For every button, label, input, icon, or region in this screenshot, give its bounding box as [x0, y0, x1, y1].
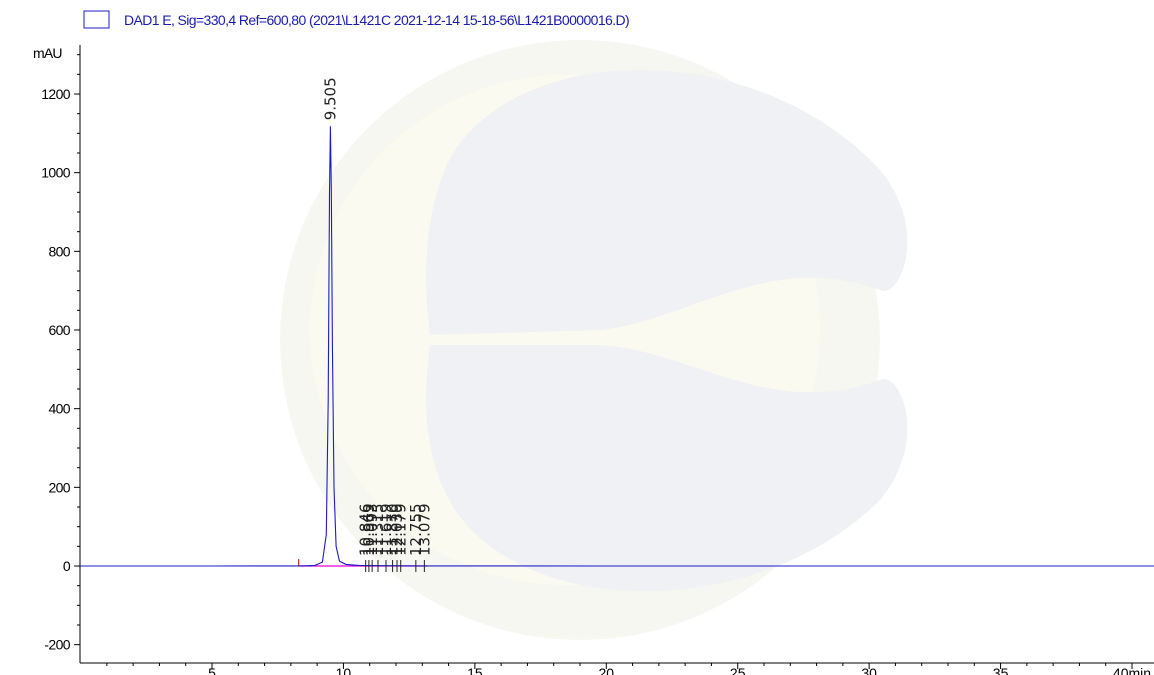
x-tick-label: 15 — [467, 665, 483, 675]
y-tick-label: 800 — [48, 243, 70, 259]
x-tick-label: 20 — [598, 665, 614, 675]
peak-label: 12.039 — [388, 504, 406, 557]
y-tick-label: 1200 — [41, 86, 71, 102]
x-tick-label: 30 — [861, 665, 877, 675]
peak-label: 12.179 — [392, 504, 410, 557]
y-axis-label: mAU — [33, 45, 62, 61]
series-group — [80, 126, 1154, 567]
peak-label: 12.755 — [407, 504, 425, 557]
peak-label: 11.870 — [384, 504, 402, 557]
y-tick-label: 400 — [48, 401, 70, 417]
x-tick-label: 10 — [336, 665, 352, 675]
peak-label: 11.619 — [377, 504, 395, 557]
peak-label: 10.846 — [357, 504, 375, 557]
peak-label: 11.093 — [363, 504, 381, 557]
y-tick-label: 0 — [63, 558, 71, 574]
peak-labels: 9.505 10.84610.96911.09311.31511.61911.87… — [321, 77, 433, 556]
legend-label: DAD1 E, Sig=330,4 Ref=600,80 (2021\L1421… — [124, 12, 629, 28]
legend-swatch — [83, 10, 110, 29]
y-tick-label: 200 — [48, 479, 70, 495]
axes — [79, 45, 1154, 664]
x-tick-label: 35 — [993, 665, 1009, 675]
peak-label: 10.969 — [360, 504, 378, 557]
peak-label: 11.315 — [369, 504, 387, 557]
x-tick-label: 5 — [208, 665, 216, 675]
watermark-logo — [280, 40, 908, 640]
series-line — [80, 126, 1154, 567]
y-tick-label: 600 — [48, 322, 70, 338]
peak-label: 13.079 — [415, 504, 433, 557]
legend: DAD1 E, Sig=330,4 Ref=600,80 (2021\L1421… — [83, 10, 630, 29]
x-tick-label: 40min — [1113, 665, 1151, 675]
y-tick-label: 1000 — [41, 165, 71, 181]
y-axis-ticks: -200 0 200 400 600 800 1000 1200 — [41, 54, 80, 653]
x-tick-label: 25 — [730, 665, 746, 675]
y-tick-label: -200 — [44, 637, 70, 653]
peak-label: 9.505 — [321, 77, 339, 120]
x-axis-ticks: 5 10 15 20 25 30 35 40min — [106, 663, 1151, 675]
peak-markers — [298, 559, 425, 572]
